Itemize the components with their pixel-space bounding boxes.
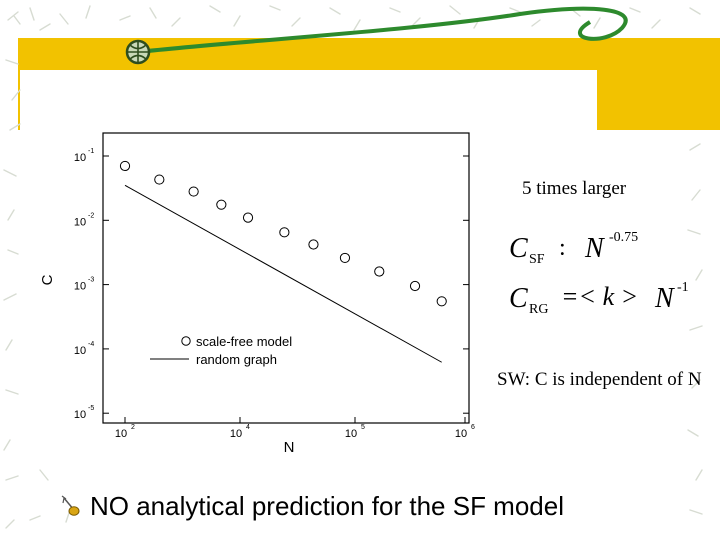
x-tick-exponent: 5	[361, 424, 365, 431]
note-five-times-larger: 5 times larger	[522, 178, 627, 199]
data-point-scale-free	[188, 186, 199, 197]
legend: scale-free model random graph	[150, 334, 292, 367]
small-world-note: SW: C is independent of N	[497, 369, 702, 390]
y-axis-label: C	[39, 274, 56, 285]
formula1-rhs: N	[584, 233, 605, 264]
y-tick-label: 10	[74, 281, 86, 293]
legend-marker-scale-free	[181, 336, 191, 346]
legend-label-scale-free: scale-free model	[196, 334, 292, 349]
y-tick-label: 10	[74, 152, 86, 164]
data-point-scale-free	[308, 239, 319, 250]
data-point-scale-free	[242, 212, 254, 223]
formula2-rhs: N	[654, 283, 675, 314]
x-tick-label: 10	[345, 428, 357, 440]
formula2-lhs: C	[509, 283, 528, 314]
leaf-bullet-icon	[61, 495, 80, 516]
y-tick-exponent: -5	[88, 405, 94, 412]
y-tick-exponent: -3	[88, 277, 94, 284]
formula1-sep: :	[559, 235, 566, 261]
legend-label-random-graph: random graph	[196, 352, 277, 367]
green-swirl	[137, 6, 628, 54]
bullet-text: NO analytical prediction for the SF mode…	[90, 491, 564, 521]
series-layer	[119, 160, 447, 363]
data-point-scale-free	[119, 160, 131, 172]
plot-frame	[102, 132, 470, 424]
data-point-scale-free	[409, 280, 421, 292]
y-tick-exponent: -1	[88, 148, 94, 155]
formula1-sub: SF	[529, 252, 545, 267]
x-tick-exponent: 2	[131, 424, 135, 431]
y-tick-label: 10	[74, 409, 86, 421]
x-tick-exponent: 4	[246, 424, 250, 431]
formula2-sub: RG	[529, 302, 548, 317]
y-tick-label: 10	[74, 345, 86, 357]
data-point-scale-free	[436, 296, 447, 307]
title-cover-box	[20, 70, 597, 130]
data-point-scale-free	[339, 252, 351, 264]
y-tick-exponent: -2	[88, 212, 94, 219]
x-tick-label: 10	[230, 428, 242, 440]
y-tick-exponent: -4	[88, 341, 94, 348]
series-line-random-graph	[124, 184, 442, 363]
formula2-mid: =< k >	[561, 282, 638, 311]
formula1-lhs: C	[509, 233, 528, 264]
globe-icon	[125, 39, 151, 65]
data-point-scale-free	[374, 266, 385, 277]
tick-marks	[103, 155, 469, 423]
x-tick-exponent: 6	[471, 424, 475, 431]
data-point-scale-free	[279, 227, 290, 238]
data-point-scale-free	[154, 174, 165, 185]
formula2-exp: -1	[677, 280, 689, 295]
formula1-exp: -0.75	[609, 230, 638, 245]
x-tick-label: 10	[115, 428, 127, 440]
x-axis-label: N	[284, 439, 295, 456]
y-tick-label: 10	[74, 216, 86, 228]
background-pattern	[3, 5, 703, 529]
x-tick-label: 10	[455, 428, 467, 440]
data-point-scale-free	[216, 199, 227, 210]
formula-block: C SF : N -0.75 C RG =< k > N -1	[509, 230, 689, 317]
